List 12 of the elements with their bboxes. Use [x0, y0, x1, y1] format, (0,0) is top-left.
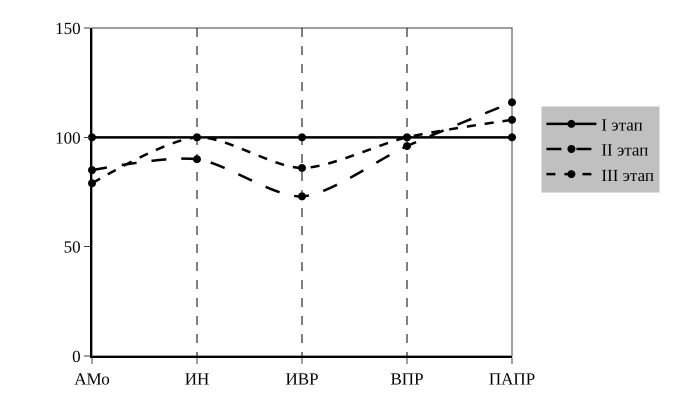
x-tick-label: ПАПР	[488, 369, 536, 388]
x-tick-label: ИВР	[285, 369, 319, 388]
legend-label: II этап	[601, 140, 648, 160]
y-tick-label: 50	[64, 238, 81, 257]
y-tick-label: 0	[72, 346, 81, 366]
y-tick-label: 100	[55, 128, 81, 148]
x-tick-label: ВПР	[390, 369, 424, 388]
legend-label: I этап	[601, 116, 643, 135]
legend-label: III этап	[601, 166, 654, 185]
y-tick-label: 150	[55, 18, 81, 38]
x-tick-label: ИН	[184, 369, 210, 388]
x-tick-label: АМо	[74, 369, 110, 388]
